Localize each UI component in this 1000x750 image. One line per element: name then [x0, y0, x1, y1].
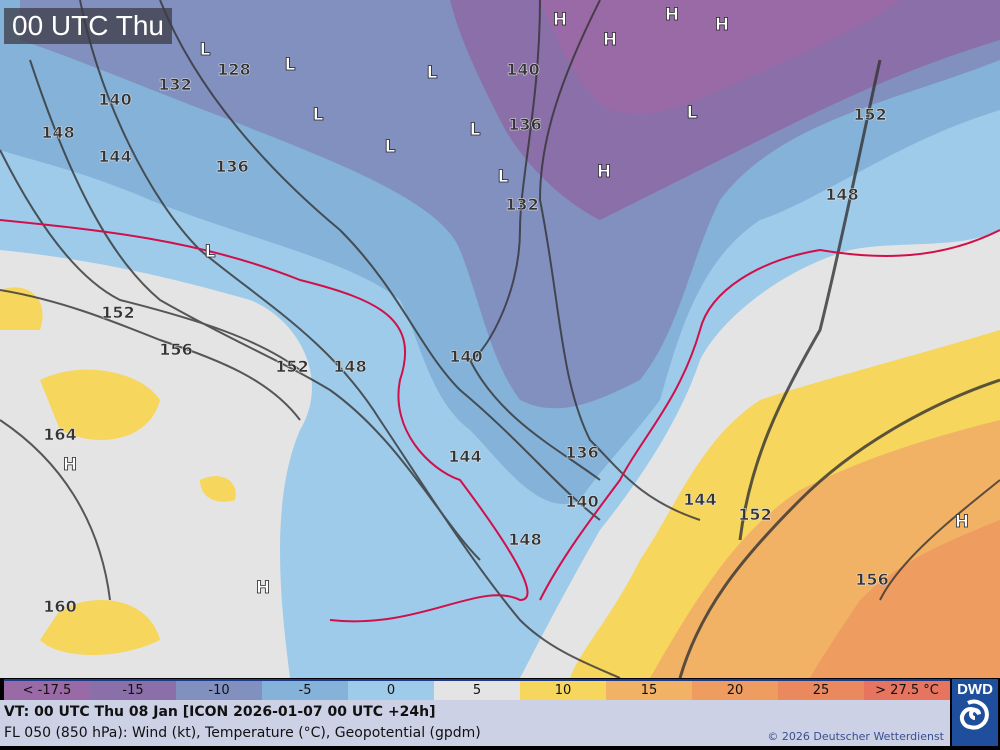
legend-item: 10: [520, 681, 606, 700]
pressure-center-low: L: [427, 63, 438, 83]
contour-label: 140: [449, 347, 482, 366]
pressure-center-low: L: [205, 242, 216, 262]
contour-label: 136: [565, 443, 598, 462]
pressure-center-low: L: [285, 55, 296, 75]
info-panel: VT: 00 UTC Thu 08 Jan [ICON 2026-01-07 0…: [0, 700, 950, 746]
layer-description: FL 050 (850 hPa): Wind (kt), Temperature…: [4, 725, 481, 741]
zero-isotherm: [0, 219, 1000, 623]
legend-item: 0: [348, 681, 434, 700]
temp-zone-20: [810, 520, 1000, 678]
temperature-legend: < -17.5 -15 -10 -5 0 5 10 15 20 25 > 27.5 °C: [4, 679, 950, 700]
legend-item: 25: [778, 681, 864, 700]
contour-label: 156: [159, 340, 192, 359]
pressure-center-high: H: [665, 5, 679, 25]
pressure-center-high: H: [63, 455, 77, 475]
legend-item: > 27.5 °C: [864, 681, 950, 700]
pressure-center-low: L: [470, 120, 481, 140]
temp-zone-10-west: [0, 287, 236, 655]
legend-item: 5: [434, 681, 520, 700]
valid-time: VT: 00 UTC Thu 08 Jan [ICON 2026-01-07 0…: [4, 704, 436, 720]
legend-item: < -17.5: [4, 681, 90, 700]
pressure-center-high: H: [256, 578, 270, 598]
copyright: © 2026 Deutscher Wetterdienst: [767, 730, 944, 743]
pressure-center-low: L: [313, 105, 324, 125]
geopotential-contours: [0, 0, 1000, 678]
map-time-title: 00 UTC Thu: [4, 8, 172, 44]
pressure-center-high: H: [597, 162, 611, 182]
legend-item: 20: [692, 681, 778, 700]
contour-label: 152: [101, 303, 134, 322]
contour-label: 140: [506, 60, 539, 79]
contour-label: 144: [448, 447, 481, 466]
contour-value-labels: 128 132 140 148 144 136 140 136 132 152 156 152 148 1…: [41, 60, 889, 617]
pressure-center-low: L: [200, 40, 211, 60]
contour-label: 140: [98, 90, 131, 109]
contour-label: 156: [855, 570, 888, 589]
contour-label: 148: [508, 530, 541, 549]
contour-label: 144: [98, 147, 131, 166]
dwd-logo: DWD: [952, 679, 998, 746]
contour-label: 160: [43, 597, 76, 616]
legend-item: -10: [176, 681, 262, 700]
contour-label: 136: [508, 115, 541, 134]
temp-zone-minus17: [540, 0, 900, 114]
contour-label: 152: [275, 357, 308, 376]
legend-item: -5: [262, 681, 348, 700]
pressure-center-low: L: [385, 137, 396, 157]
contour-label: 128: [217, 60, 250, 79]
contour-label: 148: [41, 123, 74, 142]
legend-item: -15: [90, 681, 176, 700]
pressure-center-high: H: [955, 512, 969, 532]
contour-label: 148: [825, 185, 858, 204]
swirl-icon: [959, 699, 989, 730]
pressure-center-high: H: [603, 30, 617, 50]
pressure-center-low: L: [687, 103, 698, 123]
logo-text: DWD: [957, 681, 993, 698]
contour-label: 164: [43, 425, 76, 444]
contour-label: 144: [683, 490, 716, 509]
pressure-center-high: H: [715, 15, 729, 35]
contour-label: 132: [505, 195, 538, 214]
pressure-center-low: L: [498, 167, 509, 187]
contour-label: 140: [565, 492, 598, 511]
pressure-center-high: H: [553, 10, 567, 30]
contour-label: 136: [215, 157, 248, 176]
contour-label: 132: [158, 75, 191, 94]
legend-item: 15: [606, 681, 692, 700]
pressure-center-labels: L L L L L L L L L H H H H H H H H: [62, 5, 969, 599]
contour-label: 148: [333, 357, 366, 376]
contour-label: 152: [853, 105, 886, 124]
contour-label: 152: [738, 505, 771, 524]
